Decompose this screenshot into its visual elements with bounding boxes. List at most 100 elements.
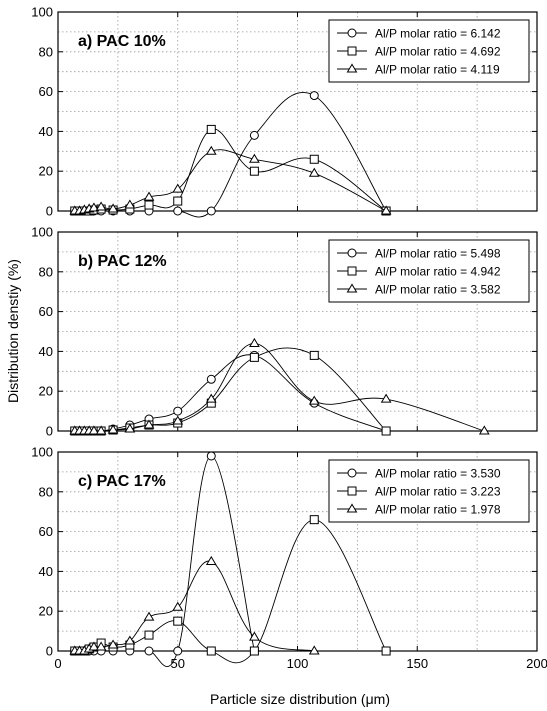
data-point-triangle	[143, 611, 155, 621]
series-line	[74, 560, 315, 652]
data-point-circle	[144, 646, 154, 656]
series-line	[74, 354, 387, 432]
legend-entry: Al/P molar ratio = 4.692	[375, 45, 501, 59]
y-tick-label: 40	[39, 124, 53, 139]
data-point-square	[206, 124, 216, 134]
y-tick-label: 20	[39, 604, 53, 619]
y-tick-label: 0	[46, 204, 53, 219]
data-point-triangle	[172, 183, 184, 193]
data-point-triangle	[143, 419, 155, 429]
data-point-triangle	[380, 393, 392, 403]
legend-marker-triangle	[346, 283, 358, 293]
series-circle	[70, 91, 391, 218]
data-point-triangle	[88, 425, 100, 435]
panel-label: a) PAC 10%	[78, 33, 166, 50]
data-point-triangle	[143, 191, 155, 201]
y-tick-label: 40	[39, 344, 53, 359]
y-tick-label: 40	[39, 564, 53, 579]
data-point-triangle	[308, 395, 320, 405]
legend: Al/P molar ratio = 6.142 Al/P molar ratio…	[328, 19, 530, 83]
data-point-triangle	[205, 555, 217, 565]
data-point-square	[144, 630, 154, 640]
data-point-triangle	[205, 145, 217, 155]
data-point-square	[309, 515, 319, 525]
series-square	[70, 515, 391, 664]
data-point-triangle	[172, 415, 184, 425]
data-point-triangle	[308, 167, 320, 177]
data-point-triangle	[308, 645, 320, 655]
y-tick-label: 100	[31, 5, 53, 20]
series-square	[70, 124, 391, 216]
y-tick-label: 80	[39, 484, 53, 499]
data-point-square	[249, 646, 259, 656]
data-point-square	[249, 166, 259, 176]
legend-entry: Al/P molar ratio = 3.582	[375, 283, 501, 297]
series-line	[74, 92, 387, 218]
data-point-square	[206, 646, 216, 656]
legend-entry: Al/P molar ratio = 4.119	[375, 63, 500, 77]
data-point-triangle	[124, 635, 136, 645]
data-point-square	[173, 196, 183, 206]
panel-label: b) PAC 12%	[78, 253, 167, 270]
data-point-square	[381, 646, 391, 656]
data-point-triangle	[88, 641, 100, 651]
x-tick-label: 0	[54, 656, 61, 671]
chart-panel-2: 0 20 40 60 80 100 b) PAC 12% Al/P molar ratio =…	[31, 225, 538, 439]
data-point-circle	[206, 451, 216, 461]
legend-entry: Al/P molar ratio = 6.142	[375, 27, 501, 41]
data-point-square	[381, 426, 391, 436]
legend-marker-square	[347, 486, 357, 496]
x-tick-label: 200	[526, 656, 547, 671]
y-tick-label: 20	[39, 384, 53, 399]
legend-entry: Al/P molar ratio = 5.498	[375, 247, 501, 261]
data-point-triangle	[107, 203, 119, 213]
data-point-triangle	[172, 601, 184, 611]
data-point-triangle	[95, 425, 107, 435]
data-point-triangle	[107, 424, 119, 434]
legend-marker-square	[347, 266, 357, 276]
legend-marker-circle	[347, 248, 357, 258]
legend-marker-circle	[347, 28, 357, 38]
data-point-square	[309, 154, 319, 164]
series-line	[74, 347, 387, 432]
legend-entry: Al/P molar ratio = 4.942	[375, 265, 501, 279]
x-tick-label: 150	[406, 656, 428, 671]
legend: Al/P molar ratio = 3.530 Al/P molar ratio…	[328, 459, 530, 523]
data-point-triangle	[478, 425, 490, 435]
panel-label: c) PAC 17%	[78, 473, 166, 490]
data-point-triangle	[249, 631, 260, 641]
x-tick-label: 100	[287, 656, 309, 671]
legend-entry: Al/P molar ratio = 3.530	[375, 467, 501, 481]
data-point-square	[249, 352, 259, 362]
x-tick-label: 50	[171, 656, 185, 671]
legend-marker-square	[347, 46, 357, 56]
data-point-square	[173, 616, 183, 626]
series-circle	[70, 350, 391, 436]
y-tick-label: 100	[31, 445, 53, 460]
data-point-triangle	[249, 153, 260, 163]
data-point-triangle	[95, 641, 107, 651]
chart-panel-1: 0 20 40 60 80 100 a) PAC 10% Al/P molar ratio =…	[31, 5, 538, 219]
data-point-square	[309, 350, 319, 360]
legend-entry: Al/P molar ratio = 3.223	[375, 485, 501, 499]
y-axis-title: Distribution denstiy (%)	[5, 259, 21, 403]
y-tick-label: 0	[46, 424, 53, 439]
legend-marker-triangle	[346, 63, 358, 73]
data-point-triangle	[107, 639, 119, 649]
data-point-triangle	[380, 205, 392, 215]
data-point-triangle	[95, 201, 107, 211]
legend: Al/P molar ratio = 5.498 Al/P molar ratio…	[328, 239, 530, 303]
series-triangle	[69, 555, 320, 655]
y-tick-label: 100	[31, 225, 53, 240]
series-line	[74, 128, 387, 212]
legend-marker-circle	[347, 468, 357, 478]
series-line	[74, 149, 387, 212]
series-line	[74, 342, 485, 432]
series-triangle	[69, 145, 392, 215]
y-tick-label: 80	[39, 44, 53, 59]
x-axis-title: Particle size distribution (μm)	[210, 691, 390, 707]
data-point-circle	[249, 130, 259, 140]
y-tick-label: 60	[39, 304, 53, 319]
legend-marker-triangle	[346, 503, 358, 513]
data-point-triangle	[205, 393, 217, 403]
